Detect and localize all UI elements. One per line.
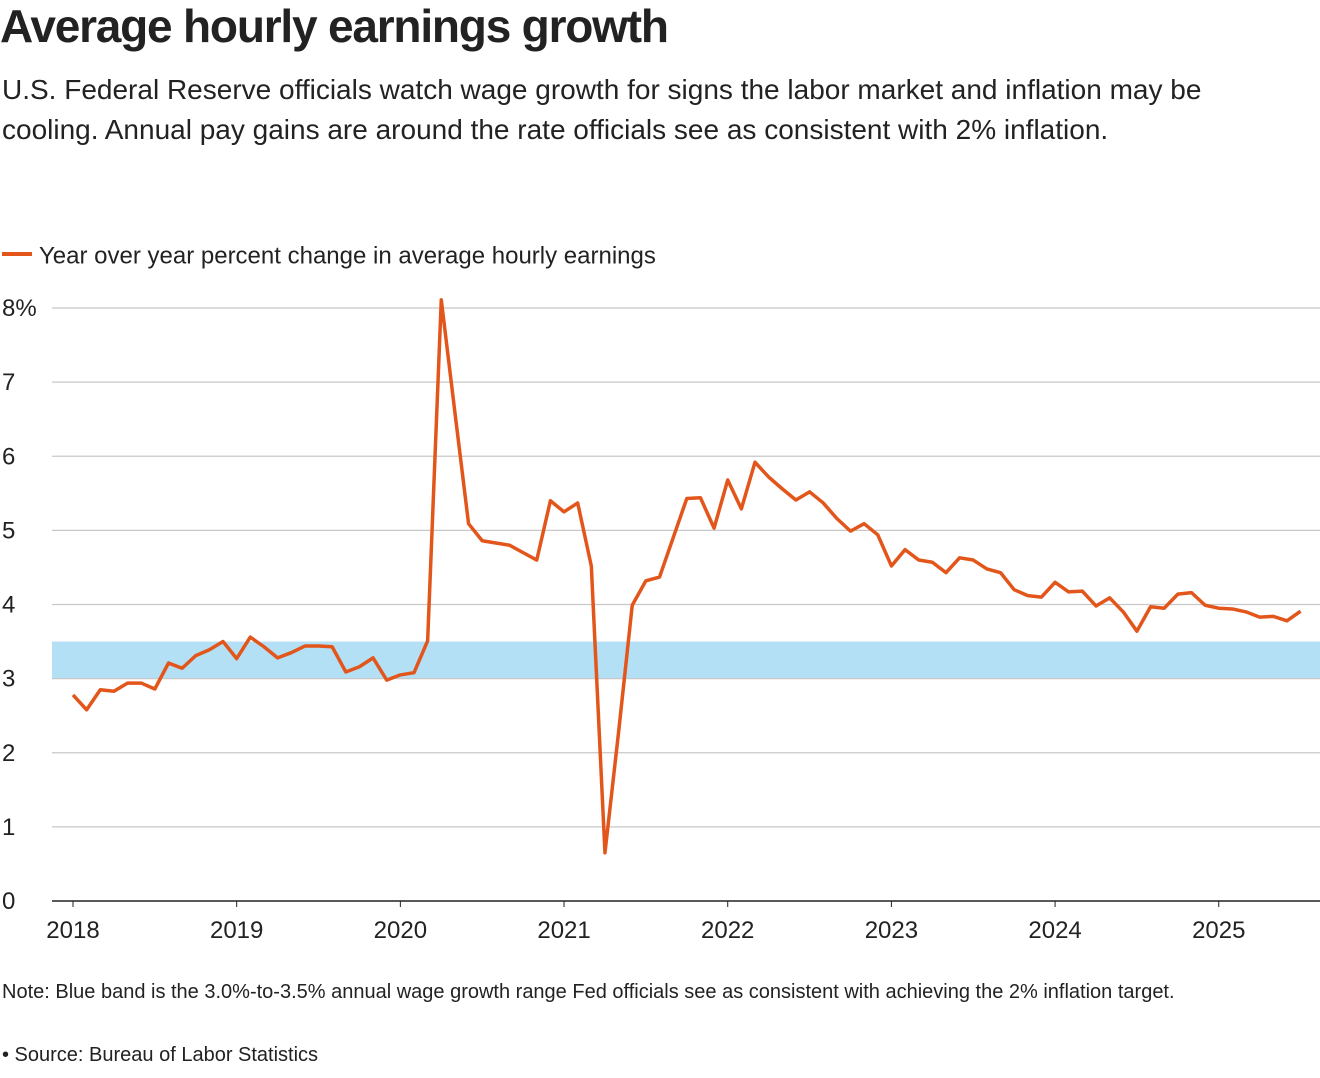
x-tick-label: 2024 (1028, 917, 1081, 944)
subtitle: U.S. Federal Reserve officials watch wag… (2, 74, 1202, 145)
x-tick-label: 2023 (865, 917, 918, 944)
x-tick-label: 2018 (46, 917, 99, 944)
x-tick-label: 2021 (537, 917, 590, 944)
x-tick-label: 2025 (1192, 917, 1245, 944)
note: Note: Blue band is the 3.0%-to-3.5% annu… (2, 981, 1175, 1003)
y-tick-label: 7 (2, 369, 15, 396)
x-tick-label: 2019 (210, 917, 263, 944)
legend-label: Year over year percent change in average… (39, 242, 656, 269)
y-tick-label: 8% (2, 295, 37, 322)
y-tick-label: 6 (2, 443, 15, 470)
y-tick-label: 3 (2, 666, 15, 693)
y-tick-label: 1 (2, 814, 15, 841)
y-tick-label: 4 (2, 592, 15, 619)
y-tick-label: 2 (2, 740, 15, 767)
x-tick-label: 2022 (701, 917, 754, 944)
x-tick-label: 2020 (374, 917, 427, 944)
source: • Source: Bureau of Labor Statistics (2, 1044, 319, 1066)
y-tick-label: 0 (2, 888, 15, 915)
y-tick-label: 5 (2, 517, 15, 544)
chart-title: Average hourly earnings growth (0, 0, 668, 52)
data-line (71, 298, 1302, 855)
